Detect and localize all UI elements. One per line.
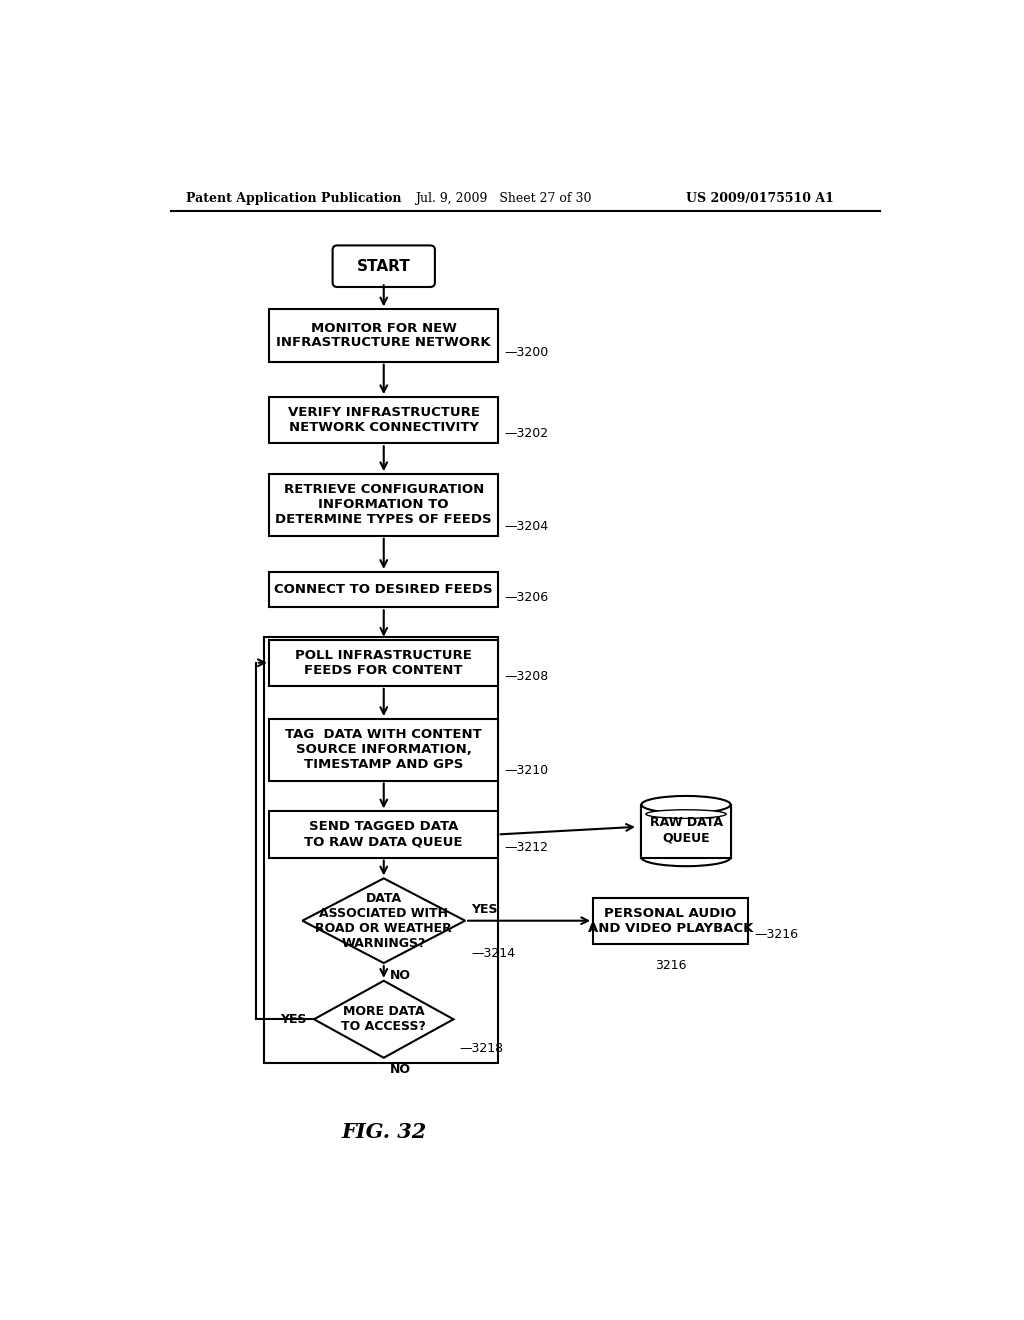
Text: —3214: —3214 bbox=[471, 946, 515, 960]
Ellipse shape bbox=[646, 809, 726, 818]
Text: NO: NO bbox=[390, 1063, 411, 1076]
Bar bbox=[269, 397, 498, 444]
Text: FIG. 32: FIG. 32 bbox=[341, 1122, 426, 1142]
Text: TAG  DATA WITH CONTENT
SOURCE INFORMATION,
TIMESTAMP AND GPS: TAG DATA WITH CONTENT SOURCE INFORMATION… bbox=[286, 729, 482, 771]
Text: RAW DATA
QUEUE: RAW DATA QUEUE bbox=[649, 816, 723, 845]
Bar bbox=[263, 638, 498, 1063]
Text: MORE DATA
TO ACCESS?: MORE DATA TO ACCESS? bbox=[341, 1006, 426, 1034]
Text: Jul. 9, 2009   Sheet 27 of 30: Jul. 9, 2009 Sheet 27 of 30 bbox=[415, 191, 591, 205]
Polygon shape bbox=[314, 981, 454, 1057]
Text: —3202: —3202 bbox=[504, 428, 549, 441]
Text: —3212: —3212 bbox=[504, 841, 548, 854]
Bar bbox=[269, 812, 498, 858]
Bar bbox=[269, 719, 498, 780]
Bar bbox=[269, 640, 498, 686]
Bar bbox=[269, 474, 498, 536]
Text: US 2009/0175510 A1: US 2009/0175510 A1 bbox=[686, 191, 834, 205]
Text: NO: NO bbox=[390, 969, 411, 982]
Text: YES: YES bbox=[471, 903, 498, 916]
Text: 3216: 3216 bbox=[654, 960, 686, 973]
Text: —3206: —3206 bbox=[504, 591, 549, 605]
Text: START: START bbox=[357, 259, 411, 273]
Bar bbox=[269, 309, 498, 362]
Text: —3208: —3208 bbox=[504, 669, 549, 682]
Ellipse shape bbox=[641, 796, 730, 813]
Text: —3210: —3210 bbox=[504, 764, 549, 777]
Text: RETRIEVE CONFIGURATION
INFORMATION TO
DETERMINE TYPES OF FEEDS: RETRIEVE CONFIGURATION INFORMATION TO DE… bbox=[275, 483, 493, 527]
Text: Patent Application Publication: Patent Application Publication bbox=[186, 191, 401, 205]
Text: —3216: —3216 bbox=[755, 928, 798, 941]
Text: —3200: —3200 bbox=[504, 346, 549, 359]
Bar bbox=[593, 898, 748, 944]
Text: MONITOR FOR NEW
INFRASTRUCTURE NETWORK: MONITOR FOR NEW INFRASTRUCTURE NETWORK bbox=[276, 322, 492, 350]
Text: CONNECT TO DESIRED FEEDS: CONNECT TO DESIRED FEEDS bbox=[274, 583, 494, 597]
Text: —3218: —3218 bbox=[460, 1041, 504, 1055]
Text: YES: YES bbox=[280, 1012, 306, 1026]
Polygon shape bbox=[302, 878, 465, 964]
FancyBboxPatch shape bbox=[333, 246, 435, 286]
Bar bbox=[269, 572, 498, 607]
Text: SEND TAGGED DATA
TO RAW DATA QUEUE: SEND TAGGED DATA TO RAW DATA QUEUE bbox=[304, 821, 463, 849]
Text: PERSONAL AUDIO
AND VIDEO PLAYBACK: PERSONAL AUDIO AND VIDEO PLAYBACK bbox=[588, 907, 754, 935]
Text: —3204: —3204 bbox=[504, 520, 549, 533]
Text: VERIFY INFRASTRUCTURE
NETWORK CONNECTIVITY: VERIFY INFRASTRUCTURE NETWORK CONNECTIVI… bbox=[288, 407, 480, 434]
Bar bbox=[641, 805, 730, 858]
Text: POLL INFRASTRUCTURE
FEEDS FOR CONTENT: POLL INFRASTRUCTURE FEEDS FOR CONTENT bbox=[295, 648, 472, 677]
Text: DATA
ASSOCIATED WITH
ROAD OR WEATHER
WARNINGS?: DATA ASSOCIATED WITH ROAD OR WEATHER WAR… bbox=[315, 892, 453, 949]
